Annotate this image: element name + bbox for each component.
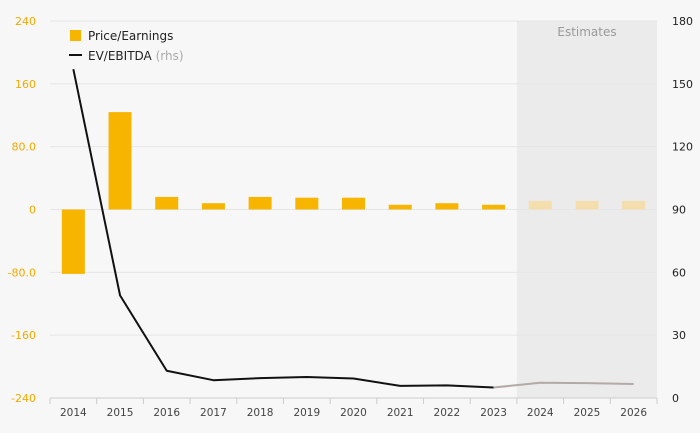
x-tick-label: 2017 (200, 407, 227, 419)
legend: Price/Earnings EV/EBITDA (rhs) (69, 29, 184, 63)
left-tick-label: 240 (15, 15, 36, 28)
bar-price-earnings (388, 204, 412, 210)
bar-price-earnings (61, 209, 85, 274)
left-tick-label: -160 (11, 329, 36, 342)
x-tick-label: 2018 (247, 407, 274, 419)
right-tick-label: 30 (672, 329, 686, 342)
line-ev-ebitda-actual (72, 68, 494, 389)
left-tick-label: -80.0 (8, 266, 36, 279)
bar-price-earnings (575, 200, 599, 210)
bar-price-earnings (482, 204, 506, 210)
x-tick-label: 2019 (293, 407, 320, 419)
bar-price-earnings (435, 203, 459, 210)
bars (61, 112, 646, 274)
x-tick-label: 2023 (480, 407, 507, 419)
bar-price-earnings (342, 197, 365, 210)
x-tick-label: 2020 (340, 407, 367, 419)
x-tick-label: 2015 (107, 407, 134, 419)
right-tick-label: 150 (672, 78, 693, 91)
x-tick-label: 2025 (574, 407, 601, 419)
bar-price-earnings (108, 112, 132, 210)
legend-label-ev-ebitda: EV/EBITDA (rhs) (88, 49, 184, 63)
x-tick-label: 2014 (60, 407, 87, 419)
left-axis: 240 160 80.0 0 -80.0 -160 -240 (8, 15, 36, 405)
bar-price-earnings (622, 200, 646, 210)
bar-price-earnings (248, 196, 272, 210)
right-tick-label: 0 (672, 392, 679, 405)
bar-price-earnings (528, 200, 552, 210)
line-ev-ebitda-estimates (493, 381, 634, 389)
left-tick-label: 0 (29, 204, 36, 217)
bar-price-earnings (295, 197, 319, 210)
x-tick-label: 2021 (387, 407, 414, 419)
right-tick-label: 120 (672, 141, 693, 154)
legend-label-price-earnings: Price/Earnings (88, 29, 173, 43)
left-tick-label: 80.0 (12, 141, 37, 154)
legend-swatch-price-earnings (70, 30, 81, 41)
left-tick-label: -240 (11, 392, 36, 405)
x-tick-label: 2026 (620, 407, 647, 419)
x-tick-label: 2016 (153, 407, 180, 419)
estimates-label: Estimates (557, 25, 616, 39)
bar-price-earnings (155, 196, 179, 210)
ev-ebitda-line (72, 68, 634, 389)
right-tick-label: 90 (672, 204, 686, 217)
right-axis: 180 150 120 90 60 30 0 (672, 15, 693, 405)
x-tick-label: 2024 (527, 407, 554, 419)
right-tick-label: 180 (672, 15, 693, 28)
right-tick-label: 60 (672, 266, 686, 279)
left-tick-label: 160 (15, 78, 36, 91)
bar-price-earnings (201, 203, 225, 210)
x-tick-label: 2022 (434, 407, 461, 419)
x-axis: 2014 2015 2016 2017 2018 2019 2020 2021 2022 2023… (49, 397, 658, 419)
